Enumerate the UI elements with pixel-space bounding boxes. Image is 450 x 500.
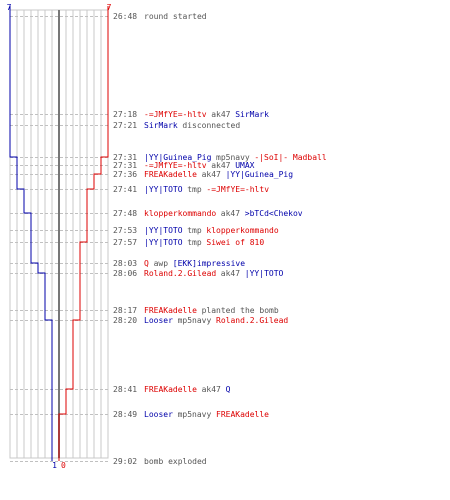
event-text-part: ak47 [211,110,230,119]
team_b-alive-line [58,6,109,461]
event-text-part: mp5navy [216,153,250,162]
event-text-part: planted the bomb [202,306,279,315]
event-text-part: Roland.2.Gilead [144,269,216,278]
alive-count-labels: 7 7 1 0 [7,3,112,470]
event-time: 27:21 [113,121,137,130]
event-time: 26:48 [113,12,137,21]
event-row: 27:53 |YY|TOTO tmp klopperkommando [113,226,279,235]
event-time: 27:57 [113,238,137,247]
event-text-part: FREAKadelle [144,306,197,315]
event-text-part: |YY|TOTO [144,226,183,235]
event-row: 27:18 -=JMfYE=-hltv ak47 SirMark [113,110,269,119]
event-row: 27:41 |YY|TOTO tmp -=JMfYE=-hltv [113,185,269,194]
event-text-part: Q [144,259,149,268]
event-row: 27:36 FREAKadelle ak47 |YY|Guinea_Pig [113,170,293,179]
event-row: 27:21 SirMark disconnected [113,121,240,130]
event-text-part: round started [144,12,207,21]
event-time: 27:31 [113,153,137,162]
team-a-end-count: 1 [52,461,57,470]
event-text-part: >bTCd<Chekov [245,209,303,218]
event-text-part: ak47 [202,385,221,394]
event-text-part: |YY|Guinea_Pig [144,153,212,162]
team-a-start-count: 7 [7,3,12,12]
event-time: 28:17 [113,306,137,315]
event-row: 27:48 klopperkommando ak47 >bTCd<Chekov [113,209,303,218]
event-text-part: klopperkommando [206,226,278,235]
event-text-part: -=JMfYE=-hltv [144,110,207,119]
event-text-part: ak47 [221,269,240,278]
event-text-part: ak47 [202,170,221,179]
event-text-part: ak47 [221,209,240,218]
event-text-part: -|SoI|- Madball [254,153,326,162]
event-time: 29:02 [113,457,137,466]
event-row: 28:49 Looser mp5navy FREAKadelle [113,410,269,419]
event-text-part: Looser [144,316,173,325]
event-text-part: Roland.2.Gilead [216,316,288,325]
event-time: 28:20 [113,316,137,325]
event-text-part: FREAKadelle [216,410,269,419]
event-time: 28:03 [113,259,137,268]
event-text-part: FREAKadelle [144,170,197,179]
event-text-part: tmp [187,185,202,194]
event-time: 28:41 [113,385,137,394]
event-row: 28:20 Looser mp5navy Roland.2.Gilead [113,316,288,325]
event-text-part: |YY|Guinea_Pig [226,170,294,179]
event-text-part: Looser [144,410,173,419]
alive-series [9,6,109,461]
event-text-part: tmp [187,226,202,235]
event-time: 27:53 [113,226,137,235]
event-time: 27:36 [113,170,137,179]
event-text-part: ak47 [211,161,230,170]
event-time: 28:49 [113,410,137,419]
event-text-part: FREAKadelle [144,385,197,394]
player-grid [9,9,109,459]
event-text-part: klopperkommando [144,209,216,218]
event-text-part: tmp [187,238,202,247]
event-text-part: SirMark [144,121,178,130]
event-row: 27:57 |YY|TOTO tmp Siwei of 810 [113,238,264,247]
event-text-part: SirMark [235,110,269,119]
event-text-part: -=JMfYE=-hltv [144,161,207,170]
team-b-start-count: 7 [107,3,112,12]
event-time: 27:41 [113,185,137,194]
team_a-alive-line [9,6,53,461]
event-time: 27:18 [113,110,137,119]
event-text-part: UMAX [235,161,254,170]
event-row: 28:06 Roland.2.Gilead ak47 |YY|TOTO [113,269,284,278]
event-text-part: mp5navy [178,316,212,325]
event-text-part: disconnected [182,121,240,130]
event-row: 28:17 FREAKadelle planted the bomb [113,306,279,315]
event-row: 27:31 |YY|Guinea_Pig mp5navy -|SoI|- Madbal… [113,153,327,162]
event-text-part: mp5navy [178,410,212,419]
event-text-part: |YY|TOTO [144,185,183,194]
event-text-part: bomb exploded [144,457,207,466]
event-text-part: |YY|TOTO [245,269,284,278]
event-row: 26:48 round started [113,12,207,21]
event-text-part: [EKK]impressive [173,259,245,268]
team-b-end-count: 0 [61,461,66,470]
event-text-part: Siwei of 810 [206,238,264,247]
event-row: 29:02 bomb exploded [113,457,207,466]
event-time: 27:48 [113,209,137,218]
event-text-part: awp [154,259,169,268]
event-time: 27:31 [113,161,137,170]
event-time: 28:06 [113,269,137,278]
event-row: 28:41 FREAKadelle ak47 Q [113,385,231,394]
event-text-part: -=JMfYE=-hltv [206,185,269,194]
event-text-part: Q [226,385,231,394]
event-row: 27:31 -=JMfYE=-hltv ak47 UMAX [113,161,255,170]
event-text-part: |YY|TOTO [144,238,183,247]
